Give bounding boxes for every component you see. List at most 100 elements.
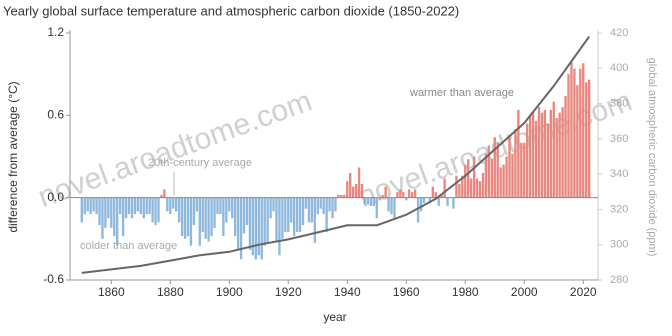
y-axis-label: difference from average (°C) xyxy=(6,81,20,232)
bar xyxy=(239,197,243,260)
x-tick-label: 2020 xyxy=(570,285,597,299)
bar xyxy=(154,197,157,226)
bar xyxy=(564,96,567,198)
bar xyxy=(272,197,275,212)
x-tick-label: 1940 xyxy=(334,285,361,299)
bar xyxy=(201,197,204,232)
bar xyxy=(464,164,467,198)
bar xyxy=(555,118,558,198)
bar xyxy=(186,197,190,237)
bar xyxy=(284,197,287,232)
bar xyxy=(523,142,526,198)
bar xyxy=(189,197,193,246)
bar xyxy=(245,197,249,226)
bar xyxy=(520,142,523,198)
bar xyxy=(148,197,151,215)
bar xyxy=(290,197,293,223)
bar xyxy=(177,197,181,223)
bar xyxy=(263,197,266,246)
bar xyxy=(478,181,482,198)
bar xyxy=(576,85,579,198)
bar xyxy=(107,197,110,219)
annotation: warmer than average xyxy=(409,87,514,99)
bar xyxy=(587,79,591,198)
bar xyxy=(328,197,331,212)
bar xyxy=(98,197,101,226)
co2-line xyxy=(81,35,591,274)
x-tick-label: 1860 xyxy=(98,285,125,299)
bar xyxy=(331,197,334,219)
bar xyxy=(508,137,511,198)
bar xyxy=(133,197,137,215)
y2-tick-label: 280 xyxy=(610,274,628,286)
y2-tick-label: 420 xyxy=(610,27,628,39)
bar xyxy=(357,167,361,198)
bar xyxy=(151,197,154,223)
bar xyxy=(172,197,175,209)
bar xyxy=(505,156,508,198)
x-tick-label: 2000 xyxy=(511,285,538,299)
bar xyxy=(236,197,240,250)
bar xyxy=(219,197,222,215)
bar xyxy=(301,197,305,226)
y-tick-label: 0.6 xyxy=(47,108,64,122)
bar xyxy=(475,178,479,198)
bar xyxy=(183,197,187,239)
x-tick-label: 1980 xyxy=(452,285,479,299)
annotation: 20th-century average xyxy=(148,157,252,169)
bar xyxy=(531,112,535,198)
chart-title: Yearly global surface temperature and at… xyxy=(3,3,459,18)
bar xyxy=(157,197,160,223)
bar xyxy=(298,197,302,232)
bar xyxy=(231,197,234,219)
bar xyxy=(570,61,573,198)
bar xyxy=(89,197,92,215)
bar xyxy=(281,197,284,239)
bar xyxy=(467,159,470,198)
bar xyxy=(410,192,414,198)
bar xyxy=(251,197,255,256)
y2-tick-label: 320 xyxy=(610,203,628,215)
bar xyxy=(198,197,201,246)
bar xyxy=(354,183,358,198)
bar xyxy=(180,197,184,237)
bar xyxy=(369,197,373,206)
bar xyxy=(461,175,464,198)
bar xyxy=(92,197,95,212)
bar xyxy=(304,197,308,209)
bar xyxy=(295,197,299,232)
y-tick-label: 0.0 xyxy=(47,190,64,204)
bar xyxy=(422,197,426,204)
bar xyxy=(139,197,142,215)
bar xyxy=(399,189,402,198)
bar xyxy=(216,197,219,215)
bar xyxy=(95,197,98,215)
y2-tick-label: 400 xyxy=(610,62,628,74)
bar xyxy=(80,197,83,223)
bar xyxy=(316,197,319,215)
bar xyxy=(124,197,128,219)
x-axis-label: year xyxy=(323,310,346,324)
bar xyxy=(496,142,499,198)
bar xyxy=(534,120,538,198)
bar xyxy=(127,197,131,215)
bar xyxy=(275,197,278,242)
bar xyxy=(213,197,216,228)
bar xyxy=(573,68,576,198)
y2-tick-label: 300 xyxy=(610,239,628,251)
bar xyxy=(225,197,228,223)
bar xyxy=(269,197,272,219)
bar xyxy=(287,197,290,232)
bar xyxy=(455,175,458,198)
bar xyxy=(440,194,443,198)
bar xyxy=(546,123,550,198)
bar xyxy=(402,192,405,198)
bar xyxy=(363,197,367,205)
bar xyxy=(104,197,107,228)
bar xyxy=(469,178,473,198)
bar xyxy=(585,82,588,198)
bar xyxy=(549,109,552,198)
bar xyxy=(166,197,169,212)
bar xyxy=(313,197,317,243)
bar xyxy=(334,197,337,212)
